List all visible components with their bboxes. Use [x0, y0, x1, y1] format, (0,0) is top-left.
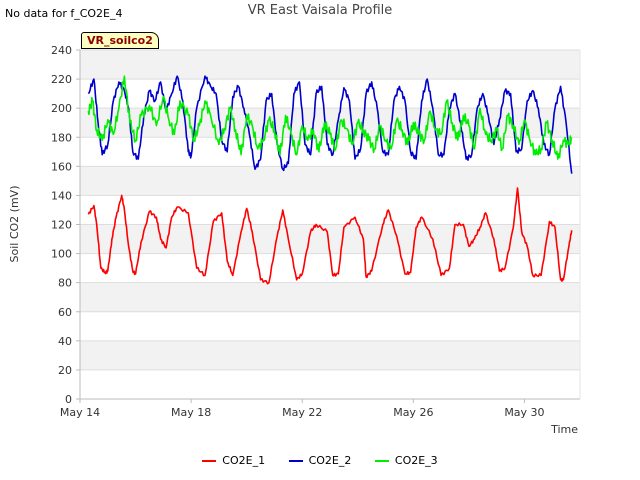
- x-tick-label: May 22: [282, 406, 322, 419]
- plot-band: [80, 137, 580, 167]
- x-tick-labels: May 14 May 18 May 22 May 26 May 30: [60, 399, 545, 419]
- legend-item-co2e-3[interactable]: CO2E_3: [374, 454, 438, 467]
- legend: CO2E_1 CO2E_2 CO2E_3: [0, 454, 640, 467]
- series-line-co2e-1: [87, 187, 573, 285]
- plot-band: [80, 79, 580, 109]
- site-badge[interactable]: VR_soilco2: [81, 32, 159, 49]
- y-tick-label: 60: [58, 306, 72, 319]
- plot-band: [80, 50, 580, 80]
- plot-band: [80, 311, 580, 341]
- legend-label-co2e-2: CO2E_2: [308, 454, 352, 467]
- series-line-co2e-2: [87, 75, 573, 174]
- y-tick-label: 240: [51, 44, 72, 57]
- y-tick-label: 100: [51, 248, 72, 261]
- y-tick-label: 120: [51, 219, 72, 232]
- y-tick-label: 160: [51, 160, 72, 173]
- legend-label-co2e-1: CO2E_1: [222, 454, 266, 467]
- y-tick-label: 40: [58, 335, 72, 348]
- y-tick-label: 220: [51, 73, 72, 86]
- y-axis-label: Soil CO2 (mV): [8, 186, 21, 263]
- legend-item-co2e-2[interactable]: CO2E_2: [288, 454, 352, 467]
- legend-swatch-co2e-2: [288, 460, 303, 462]
- y-tick-label: 0: [65, 393, 72, 406]
- x-tick-label: May 30: [504, 406, 544, 419]
- x-tick-label: May 18: [171, 406, 211, 419]
- y-tick-label: 80: [58, 277, 72, 290]
- data-lines: [87, 75, 573, 285]
- legend-item-co2e-1[interactable]: CO2E_1: [202, 454, 265, 467]
- y-tick-labels: 0 20 40 60 80 100 120 140 160 180 200 220 240: [51, 44, 80, 406]
- plot-band: [80, 340, 580, 370]
- plot-band: [80, 166, 580, 196]
- series-line-co2e-3: [87, 75, 573, 160]
- plot-band: [80, 282, 580, 312]
- legend-swatch-co2e-1: [202, 460, 217, 462]
- x-axis-label: Time: [550, 423, 578, 436]
- y-tick-label: 200: [51, 102, 72, 115]
- plot-band: [80, 369, 580, 399]
- y-tick-label: 20: [58, 364, 72, 377]
- chart-title: VR East Vaisala Profile: [247, 3, 393, 18]
- legend-swatch-co2e-3: [374, 460, 389, 462]
- y-tick-label: 180: [51, 131, 72, 144]
- y-tick-label: 140: [51, 189, 72, 202]
- legend-label-co2e-3: CO2E_3: [394, 454, 438, 467]
- no-data-notice: No data for f_CO2E_4: [5, 7, 123, 20]
- plot-band: [80, 195, 580, 225]
- x-tick-label: May 14: [60, 406, 100, 419]
- x-tick-label: May 26: [393, 406, 433, 419]
